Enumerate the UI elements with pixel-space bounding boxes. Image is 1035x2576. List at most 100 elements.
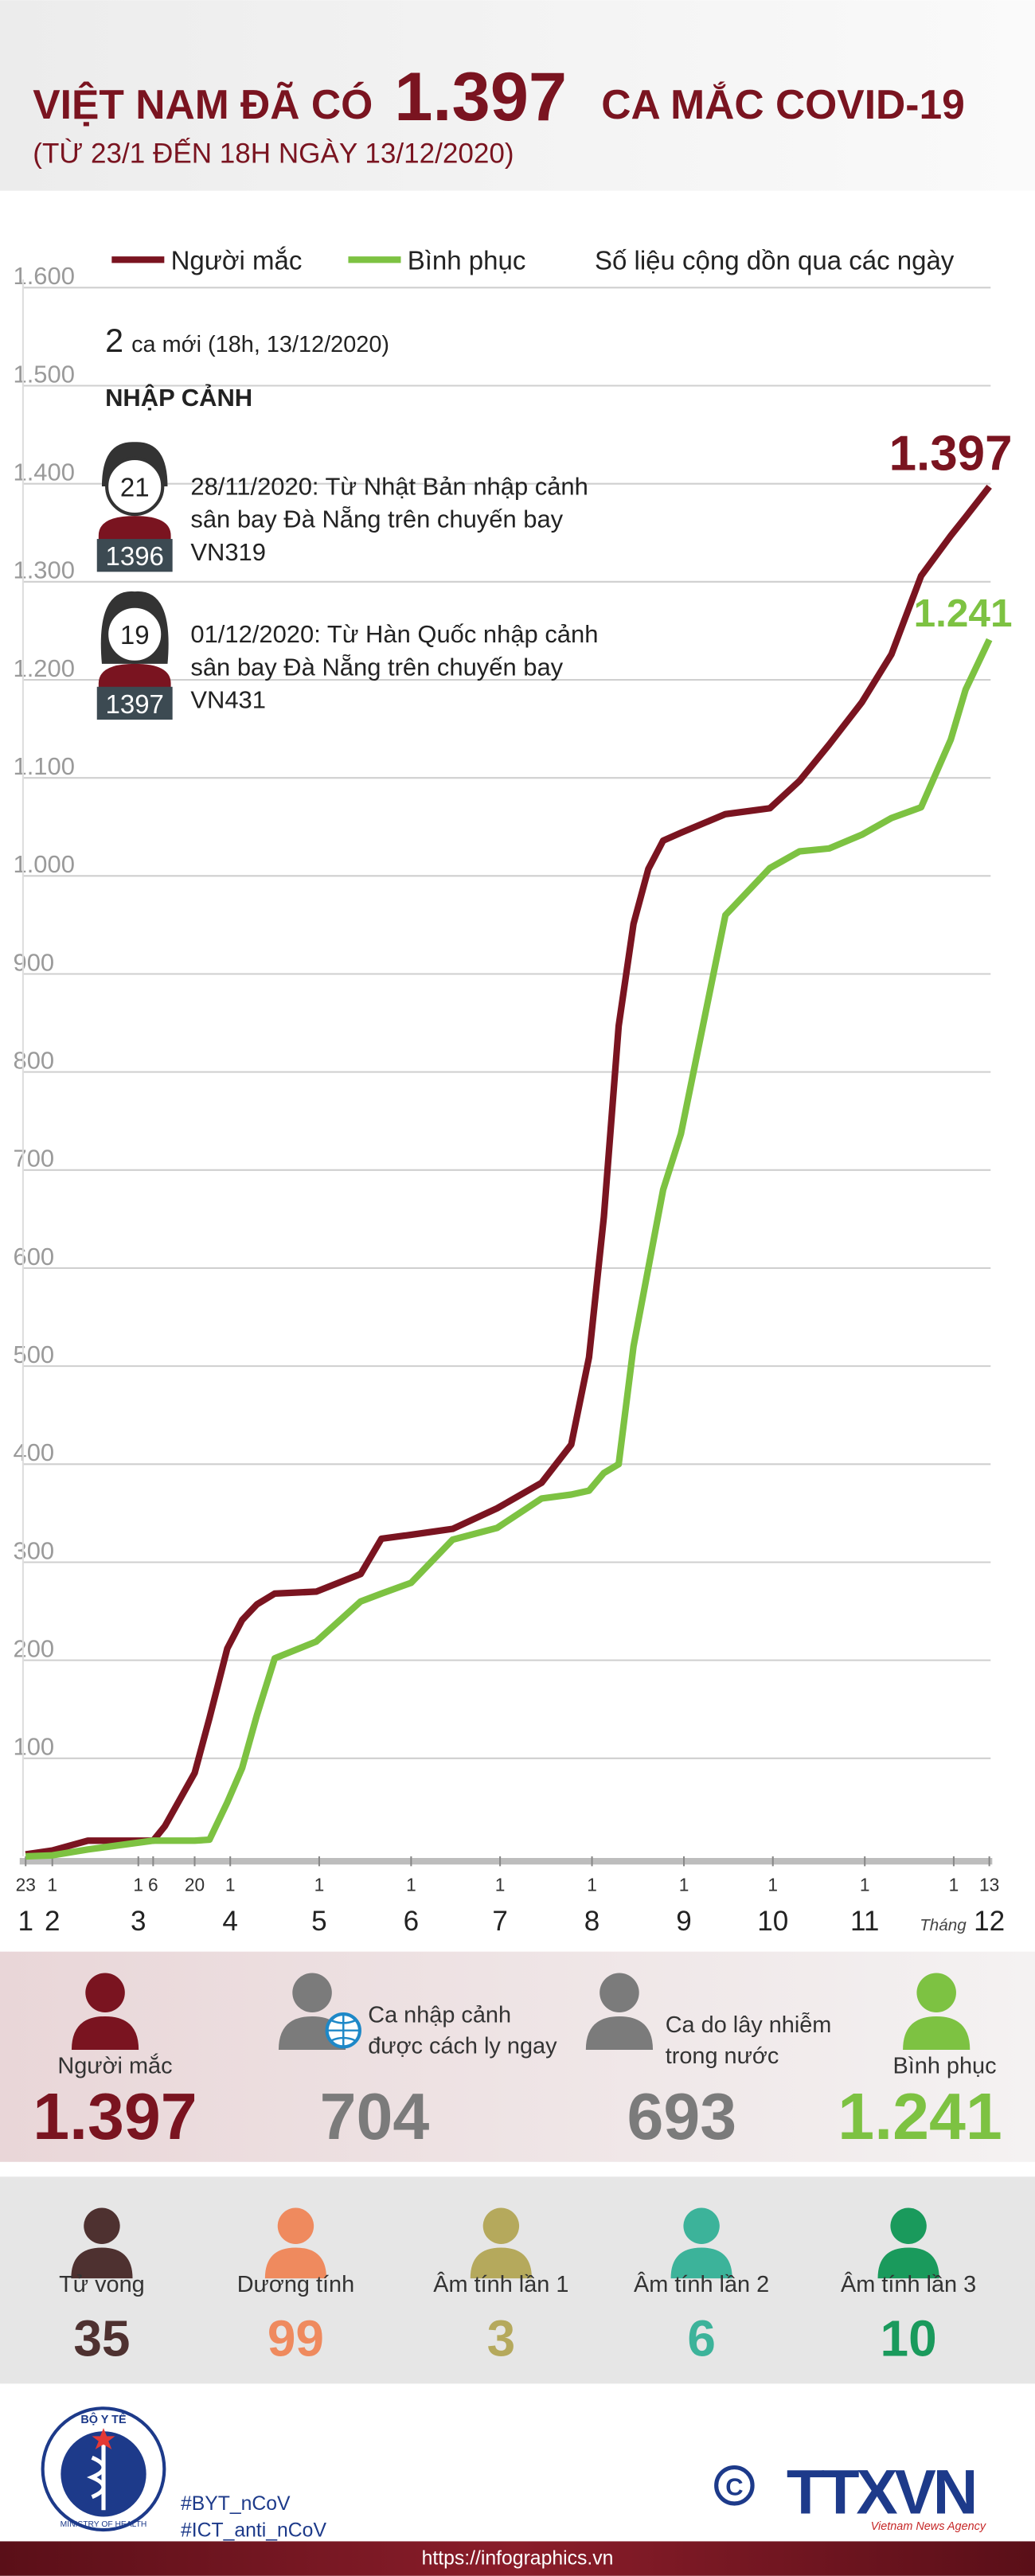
month-label: 2 <box>45 1906 61 1937</box>
y-tick-label: 900 <box>14 948 55 976</box>
person-icon-body <box>264 2247 327 2279</box>
case-text: VN431 <box>190 686 266 714</box>
title-number: 1.397 <box>394 59 567 135</box>
ministry-logo-star <box>92 2428 115 2449</box>
person-icon-head <box>482 2207 520 2244</box>
y-tick-label: 600 <box>14 1243 55 1270</box>
person-icon-head <box>890 2207 927 2244</box>
case-id: 1396 <box>105 541 163 571</box>
avatar-head <box>105 456 165 517</box>
status-label: Tử vong <box>59 2272 145 2297</box>
summary-value: 693 <box>627 2080 737 2153</box>
person-icon-head <box>916 1973 956 2012</box>
x-tick-label: 1 <box>495 1874 506 1895</box>
x-axis-label: Tháng <box>920 1916 967 1934</box>
x-tick-label: 1 <box>679 1874 689 1895</box>
month-label: 9 <box>676 1906 692 1937</box>
x-tick-label: 1 <box>225 1874 236 1895</box>
y-tick-label: 300 <box>14 1536 55 1564</box>
person-icon-head <box>600 1973 639 2012</box>
status-value: 3 <box>487 2309 516 2367</box>
x-tick-label: 20 <box>185 1874 205 1895</box>
x-tick-label: 1 <box>949 1874 959 1895</box>
avatar-head <box>105 604 165 664</box>
x-tick-label: 6 <box>148 1874 158 1895</box>
status-background <box>0 2176 1035 2384</box>
case-id-box <box>96 539 173 572</box>
x-tick-label: 23 <box>16 1874 36 1895</box>
month-label: 8 <box>584 1906 600 1937</box>
person-icon-body <box>670 2247 732 2279</box>
end-value-label: 1.241 <box>914 591 1013 635</box>
legend-label: Bình phục <box>408 246 526 275</box>
status-label: Âm tính lần 1 <box>433 2271 568 2297</box>
footer-url[interactable]: https://infographics.vn <box>422 2547 614 2569</box>
month-label: 1 <box>18 1906 33 1937</box>
month-label: 10 <box>757 1906 788 1937</box>
person-icon-body <box>903 2016 971 2051</box>
copyright-ring <box>714 2465 755 2506</box>
summary-label: Ca nhập cảnh <box>368 2002 511 2028</box>
x-tick-label: 1 <box>47 1874 57 1895</box>
case-text: 28/11/2020: Từ Nhật Bản nhập cảnh <box>190 472 588 500</box>
x-tick-label: 13 <box>979 1874 999 1895</box>
series-line <box>25 638 993 1860</box>
ministry-name-en: MINISTRY OF HEALTH <box>61 2520 147 2529</box>
person-icon-head <box>277 2207 314 2244</box>
summary-label: Người mắc <box>57 2052 172 2078</box>
ministry-name: BỘ Y TẾ <box>80 2412 127 2426</box>
end-value-label: 1.397 <box>889 427 1013 482</box>
x-tick-label: 1 <box>860 1874 870 1895</box>
summary-label: Bình phục <box>892 2053 996 2078</box>
status-value: 6 <box>687 2309 716 2367</box>
case-text: sân bay Đà Nẵng trên chuyến bay <box>190 653 563 681</box>
section-title: NHẬP CẢNH <box>105 383 252 412</box>
x-tick-label: 1 <box>767 1874 778 1895</box>
y-tick-label: 100 <box>14 1733 55 1761</box>
month-label: 12 <box>974 1906 1005 1937</box>
summary-label: được cách ly ngay <box>368 2034 557 2059</box>
y-tick-label: 400 <box>14 1438 55 1466</box>
summary-background <box>0 1951 1035 2162</box>
status-label: Âm tính lần 3 <box>841 2271 976 2297</box>
month-label: 6 <box>404 1906 420 1937</box>
person-icon-body <box>470 2247 532 2279</box>
status-value: 99 <box>268 2309 324 2367</box>
case-id-box <box>96 686 173 720</box>
month-label: 7 <box>492 1906 508 1937</box>
x-tick-label: 1 <box>314 1874 325 1895</box>
hashtag: #ICT_anti_nCoV <box>181 2519 326 2541</box>
x-tick-label: 1 <box>587 1874 597 1895</box>
case-id: 1397 <box>105 689 163 719</box>
globe-lines <box>326 2014 360 2047</box>
person-icon-head <box>85 1973 125 2012</box>
title-suffix: CA MẮC COVID-19 <box>601 81 965 127</box>
status-value: 35 <box>73 2309 130 2367</box>
case-text: sân bay Đà Nẵng trên chuyến bay <box>190 505 563 533</box>
agency-name-en: Vietnam News Agency <box>871 2520 986 2533</box>
status-value: 10 <box>881 2309 937 2367</box>
x-tick-label: 1 <box>133 1874 143 1895</box>
new-count: 2 <box>105 322 123 359</box>
agency-logo: TTXVN <box>787 2457 974 2527</box>
month-label: 11 <box>850 1906 879 1937</box>
y-tick-label: 700 <box>14 1145 55 1173</box>
summary-value: 704 <box>320 2080 430 2153</box>
month-label: 3 <box>131 1906 146 1937</box>
x-tick-label: 1 <box>406 1874 416 1895</box>
summary-label: Ca do lây nhiễm <box>666 2012 832 2038</box>
month-label: 4 <box>222 1906 238 1937</box>
person-icon-body <box>71 2247 133 2279</box>
copyright-c: C <box>725 2473 743 2501</box>
ministry-logo-staff <box>87 2441 106 2511</box>
summary-value: 1.241 <box>838 2080 1002 2153</box>
y-tick-label: 500 <box>14 1341 55 1368</box>
case-text: VN319 <box>190 538 266 566</box>
title-prefix: VIỆT NAM ĐÃ CÓ <box>33 81 373 127</box>
person-icon-head <box>683 2207 720 2244</box>
person-icon-head <box>292 1973 332 2012</box>
person-icon-body <box>585 2016 654 2051</box>
footer-bar <box>0 2541 1035 2576</box>
chart-note: Số liệu cộng dồn qua các ngày <box>595 246 955 275</box>
